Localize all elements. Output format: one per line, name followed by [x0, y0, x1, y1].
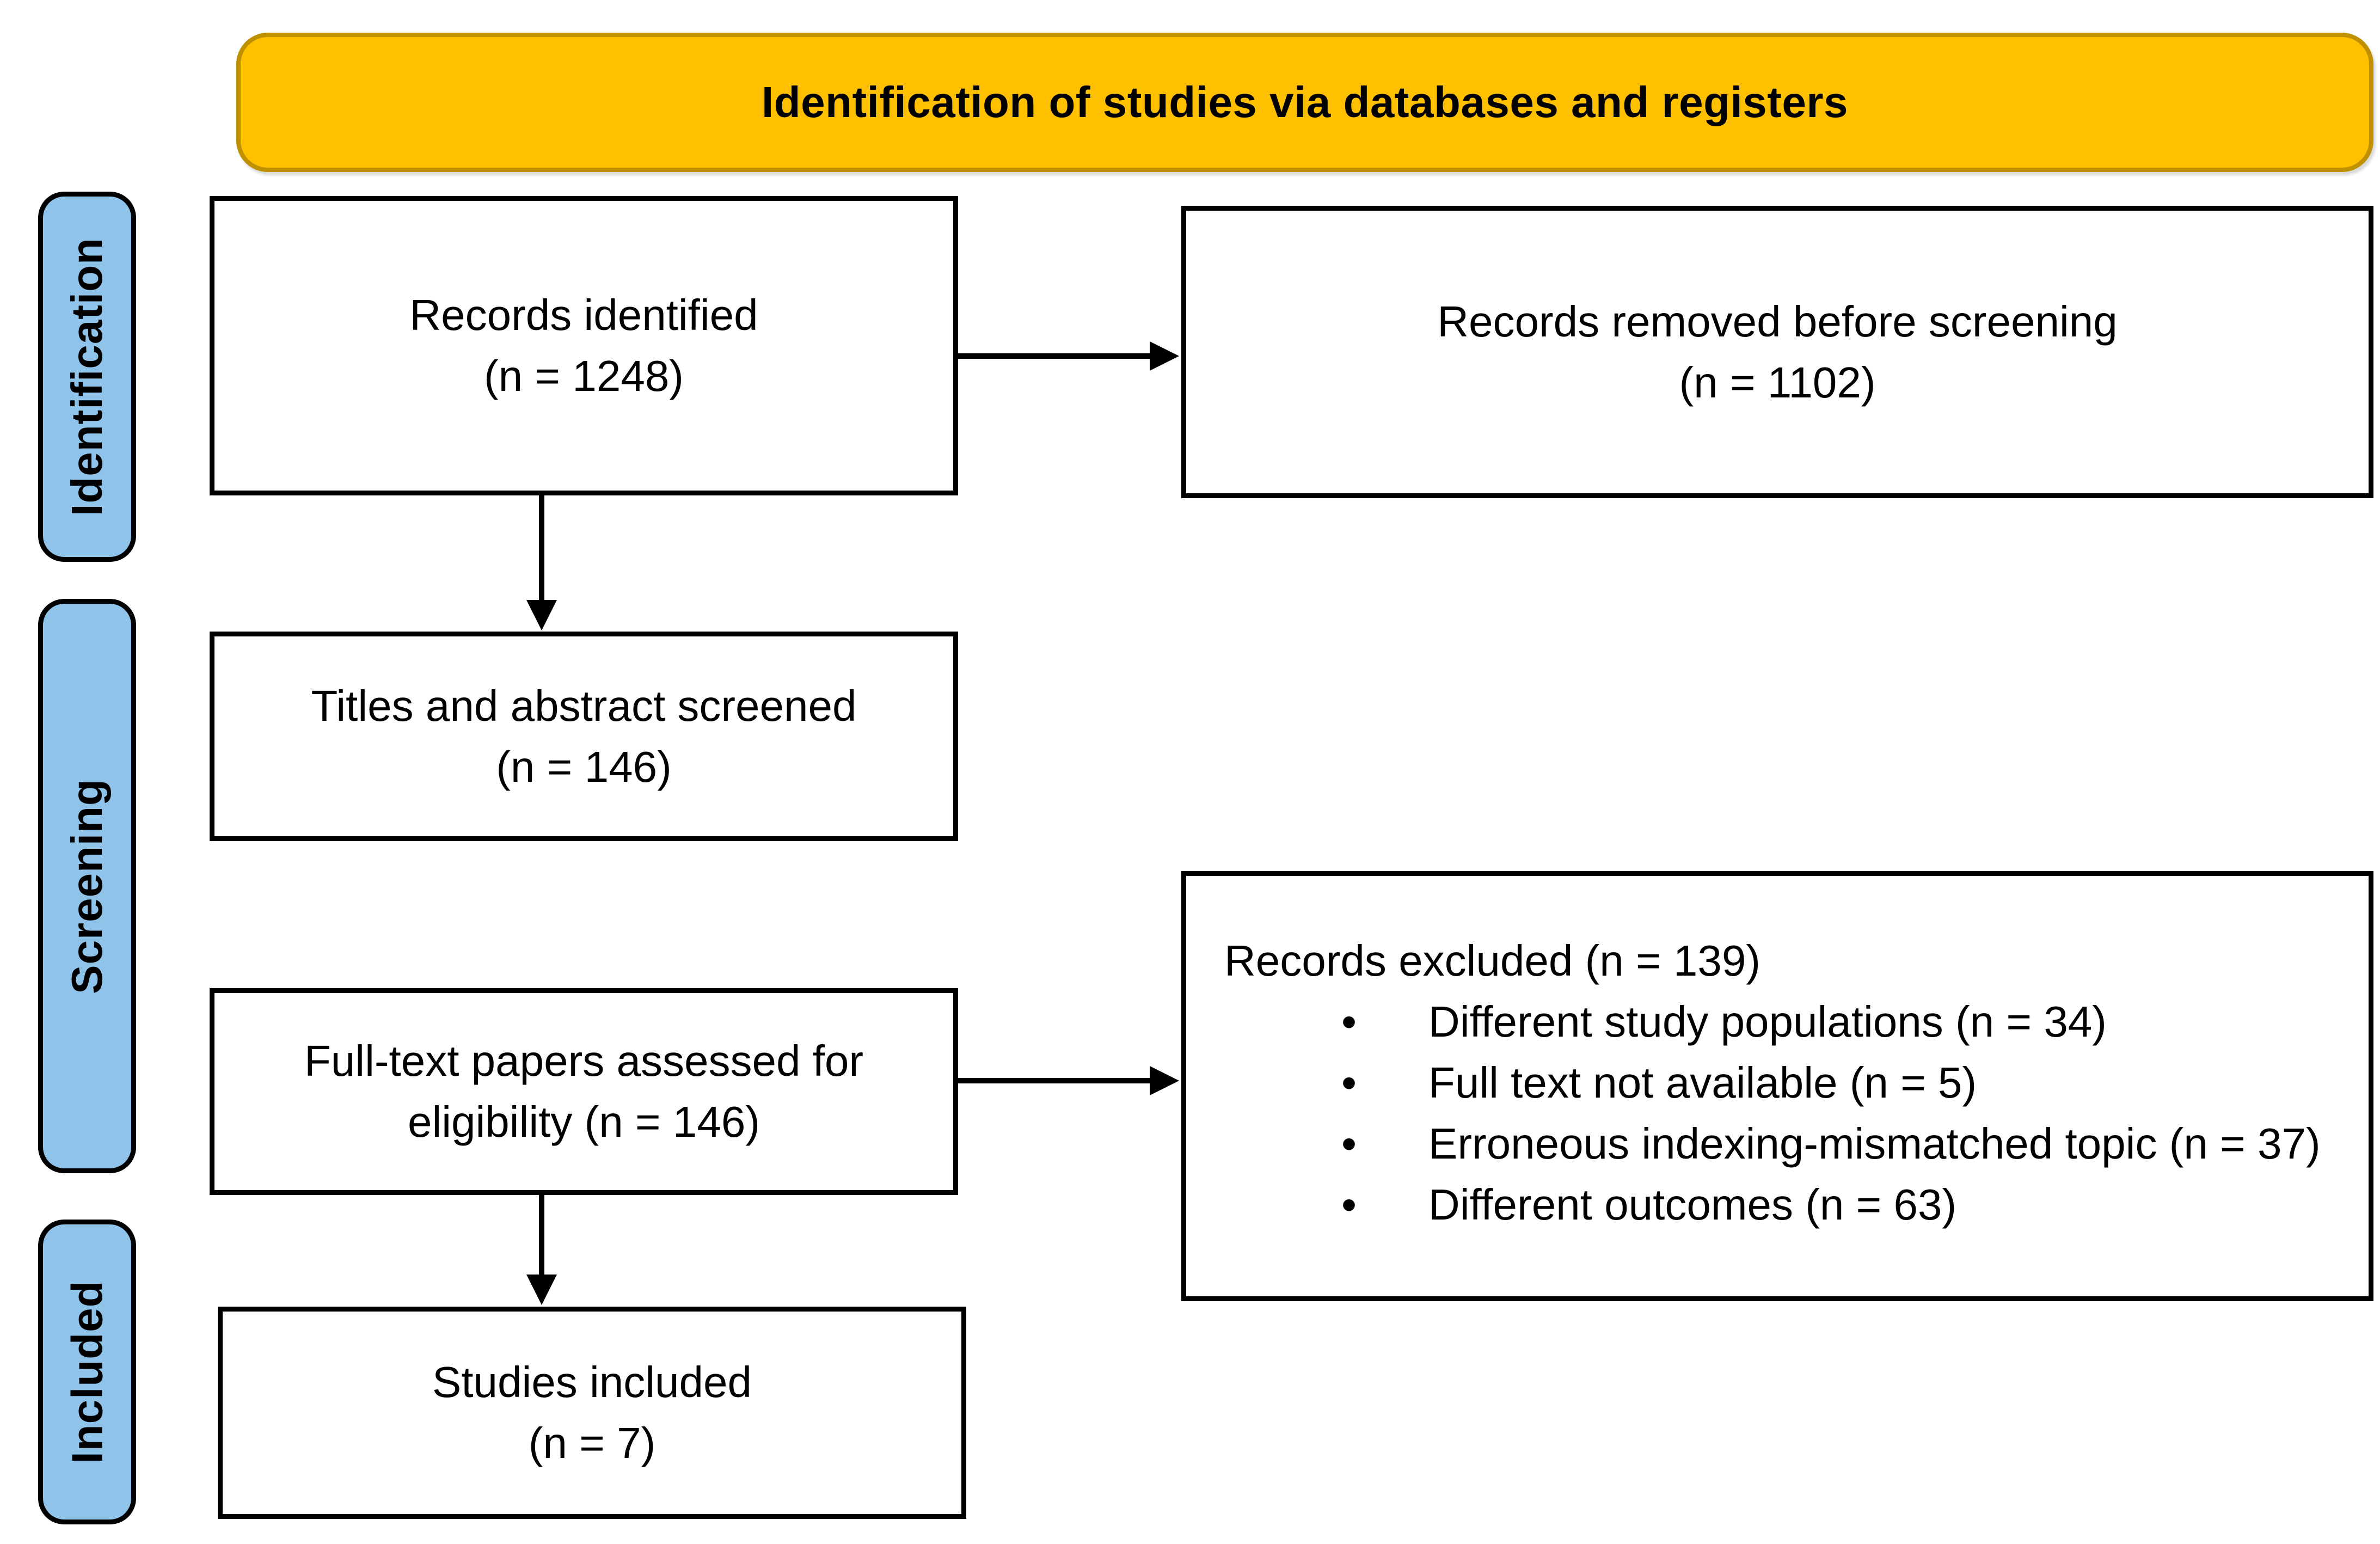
arrow-head — [526, 1275, 557, 1305]
studies-included-line2: (n = 7) — [528, 1419, 656, 1467]
box-fulltext-assessed: Full-text papers assessed for eligibilit… — [210, 988, 958, 1195]
box-records-removed: Records removed before screening (n = 11… — [1181, 206, 2373, 498]
records-excluded-item: • Different outcomes (n = 63) — [1341, 1174, 2347, 1235]
records-excluded-item: • Erroneous indexing-mismatched topic (n… — [1341, 1113, 2347, 1174]
banner-title: Identification of studies via databases … — [762, 78, 1848, 126]
banner: Identification of studies via databases … — [236, 33, 2373, 172]
arrow-stem — [539, 495, 544, 602]
records-excluded-item-label: Erroneous indexing-mismatched topic (n =… — [1428, 1119, 2321, 1168]
bullet-icon: • — [1341, 997, 1357, 1046]
bullet-icon: • — [1341, 1119, 1357, 1168]
arrow-stem — [958, 1078, 1152, 1083]
stage-included: Included — [38, 1220, 136, 1524]
stage-screening: Screening — [38, 599, 136, 1173]
bullet-icon: • — [1341, 1180, 1357, 1229]
titles-screened-line2: (n = 146) — [496, 742, 672, 791]
arrow-head — [1150, 341, 1179, 371]
records-excluded-heading: Records excluded (n = 139) — [1224, 936, 1761, 985]
fulltext-assessed-line2: eligibility (n = 146) — [407, 1098, 760, 1146]
box-records-identified: Records identified (n = 1248) — [210, 196, 958, 495]
records-excluded-item-label: Full text not available (n = 5) — [1428, 1058, 1977, 1107]
titles-screened-line1: Titles and abstract screened — [311, 681, 857, 730]
records-identified-line2: (n = 1248) — [484, 352, 684, 400]
stage-identification: Identification — [38, 192, 136, 562]
records-excluded-item: • Full text not available (n = 5) — [1341, 1052, 2347, 1113]
arrow-head — [1150, 1066, 1179, 1095]
records-excluded-list: • Different study populations (n = 34) •… — [1224, 991, 2347, 1235]
records-excluded-item-label: Different study populations (n = 34) — [1428, 997, 2107, 1046]
records-excluded-item-label: Different outcomes (n = 63) — [1428, 1180, 1957, 1229]
arrow-head — [526, 600, 557, 630]
fulltext-assessed-line1: Full-text papers assessed for — [304, 1037, 864, 1085]
stage-included-label: Included — [63, 1280, 111, 1464]
bullet-icon: • — [1341, 1058, 1357, 1107]
studies-included-line1: Studies included — [432, 1358, 752, 1406]
stage-identification-label: Identification — [63, 237, 111, 516]
records-removed-line1: Records removed before screening — [1437, 297, 2118, 346]
stage-screening-label: Screening — [63, 778, 112, 994]
records-identified-line1: Records identified — [409, 291, 758, 339]
records-excluded-item: • Different study populations (n = 34) — [1341, 991, 2347, 1052]
box-records-excluded: Records excluded (n = 139) • Different s… — [1181, 871, 2373, 1301]
arrow-stem — [958, 353, 1152, 359]
box-studies-included: Studies included (n = 7) — [218, 1307, 966, 1519]
arrow-stem — [539, 1195, 544, 1277]
box-titles-screened: Titles and abstract screened (n = 146) — [210, 632, 958, 841]
records-removed-line2: (n = 1102) — [1679, 358, 1876, 407]
